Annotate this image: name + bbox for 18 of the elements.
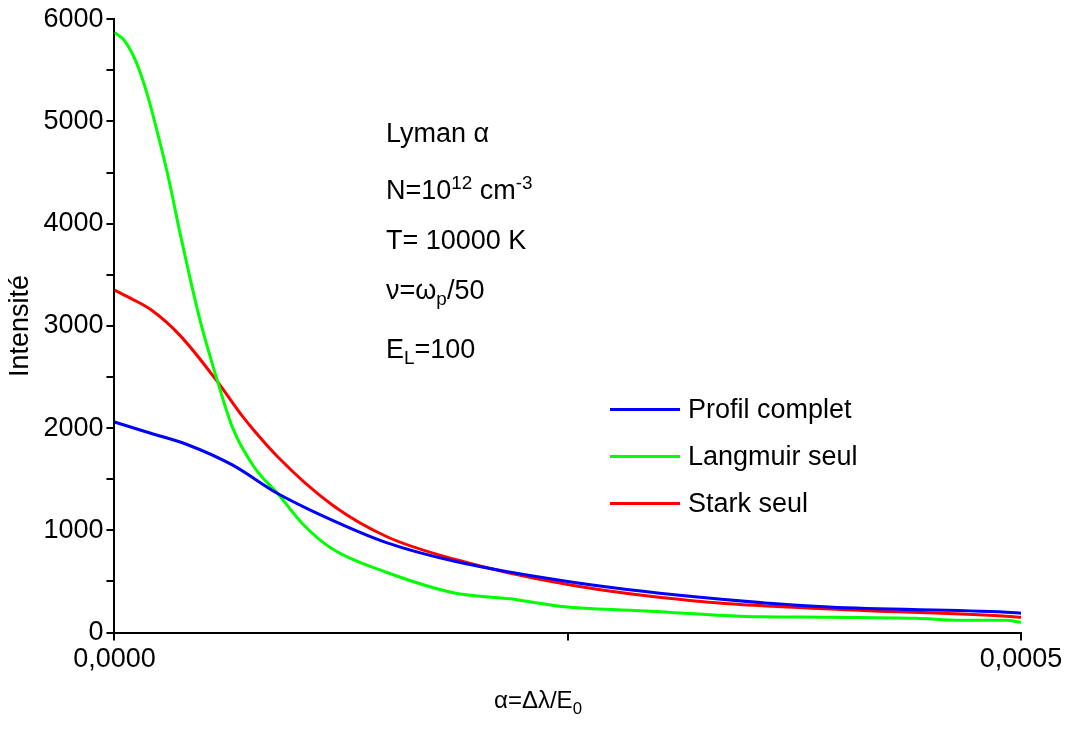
- line-series: [114, 30, 1021, 624]
- annotation: ν=ω$_{p}$/50: [386, 274, 486, 312]
- y-axis-title: Intensité: [3, 274, 34, 377]
- annotation: N=10$^{12}$ cm$^{-3}$: [386, 171, 533, 207]
- legend-label: Profil complet: [688, 393, 852, 426]
- legend-label: Langmuir seul: [688, 440, 858, 473]
- x-axis-title: α=Δλ/E$_{0}$: [493, 686, 583, 719]
- y-tick-label: 1000: [43, 513, 104, 544]
- y-tick-label: 6000: [43, 2, 104, 33]
- y-tick-label: 2000: [43, 411, 104, 442]
- annotation: T= 10000 K: [386, 224, 528, 257]
- y-tick-label: 3000: [43, 309, 104, 340]
- y-tick-label: 4000: [43, 207, 104, 238]
- y-tick-label: 5000: [43, 104, 104, 135]
- legend-label: Stark seul: [688, 487, 809, 520]
- x-tick-label: 0,0005: [979, 643, 1063, 674]
- annotation: Lyman α: [386, 117, 491, 150]
- annotation: E$_{L}$=100: [386, 333, 477, 371]
